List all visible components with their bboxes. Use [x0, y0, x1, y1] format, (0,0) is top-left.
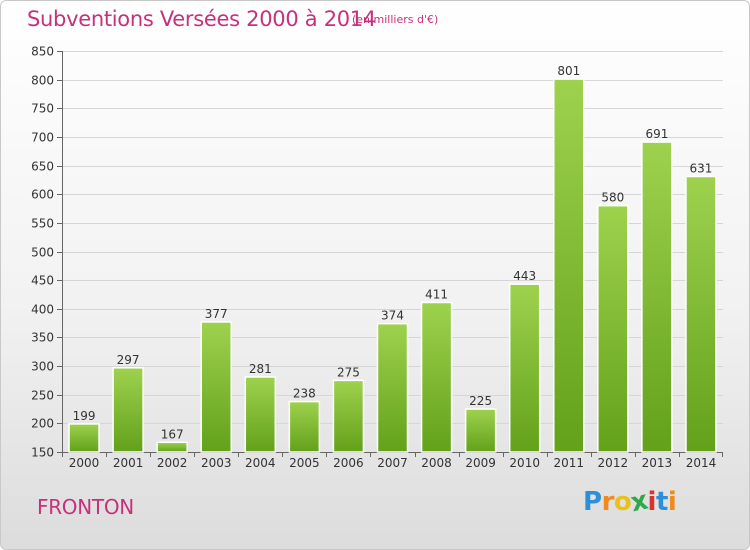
y-tick-label: 800 [31, 74, 54, 88]
bar-2010 [508, 283, 541, 453]
bar-2002 [156, 441, 188, 453]
value-label-2003: 377 [205, 307, 228, 321]
x-tick-label-2009: 2009 [465, 456, 496, 470]
y-tick-label: 550 [31, 217, 54, 231]
x-tick-label-2004: 2004 [245, 456, 276, 470]
x-tick-label-2002: 2002 [157, 456, 188, 470]
y-tick-label: 700 [31, 131, 54, 145]
y-tick-label: 500 [31, 246, 54, 260]
bar-2006 [332, 379, 365, 453]
bar-2013 [641, 141, 673, 453]
x-tick-label-2010: 2010 [509, 456, 540, 470]
x-tick-labels: 2000 2001 2002 2003 2004 2005 2006 2007 2008 2009… [69, 456, 716, 470]
x-tick-label-2000: 2000 [69, 456, 100, 470]
bar-2014 [685, 175, 717, 453]
x-tick-label-2005: 2005 [289, 456, 320, 470]
y-tick-label: 150 [31, 446, 54, 460]
x-tick-label-2011: 2011 [553, 456, 584, 470]
bar-2001 [112, 367, 144, 453]
y-tick-label: 250 [31, 389, 54, 403]
value-labels: 199 297 167 377 281 238 275 374 411 225 443 801 580 6… [73, 64, 713, 441]
logo-letter: t [655, 487, 668, 517]
value-label-2000: 199 [73, 409, 96, 423]
value-label-2012: 580 [601, 191, 624, 205]
logo-letter: r [601, 487, 615, 517]
x-tick-label-2008: 2008 [421, 456, 452, 470]
bar-2007 [376, 322, 409, 453]
bar-2008 [420, 301, 453, 453]
value-label-2008: 411 [425, 287, 448, 301]
x-tick-label-2003: 2003 [201, 456, 232, 470]
bar-2004 [244, 376, 277, 453]
value-label-2011: 801 [557, 64, 580, 78]
value-label-2010: 443 [513, 269, 536, 283]
logo-letter: P [583, 487, 602, 517]
bar-2003 [200, 321, 232, 453]
bar-2009 [464, 408, 497, 453]
y-tick-label: 300 [31, 360, 54, 374]
bar-2000 [68, 423, 100, 453]
y-tick-label: 450 [31, 274, 54, 288]
y-tick-label: 350 [31, 331, 54, 345]
city-name: FRONTON [37, 495, 134, 519]
chart-subtitle: (en milliers d'€) [352, 13, 439, 26]
y-tick-label: 850 [31, 45, 54, 59]
value-label-2002: 167 [161, 427, 184, 441]
bar-2011 [553, 78, 585, 453]
value-label-2009: 225 [469, 394, 492, 408]
logo-letter: i [647, 487, 657, 517]
value-label-2004: 281 [249, 362, 272, 376]
value-label-2007: 374 [381, 309, 404, 323]
x-tick-label-2001: 2001 [113, 456, 144, 470]
logo-letter: i [667, 487, 677, 517]
x-tick-label-2014: 2014 [686, 456, 717, 470]
chart-title: Subventions Versées 2000 à 2014 [27, 7, 376, 31]
y-tick-label: 650 [31, 160, 54, 174]
y-tick-label: 600 [31, 188, 54, 202]
x-tick-label-2007: 2007 [377, 456, 408, 470]
x-tick-label-2006: 2006 [333, 456, 364, 470]
y-tick-label: 750 [31, 102, 54, 116]
value-label-2006: 275 [337, 365, 360, 379]
bars [68, 78, 717, 453]
y-tick-label: 200 [31, 417, 54, 431]
bar-2012 [597, 204, 629, 453]
bar-2005 [288, 400, 321, 453]
value-label-2014: 631 [690, 161, 713, 175]
y-tick-label: 400 [31, 303, 54, 317]
value-label-2013: 691 [645, 127, 668, 141]
value-label-2001: 297 [117, 353, 140, 367]
x-tick-label-2012: 2012 [598, 456, 629, 470]
proxiti-logo: Proxiti [583, 486, 677, 519]
x-tick-label-2013: 2013 [642, 456, 673, 470]
value-label-2005: 238 [293, 387, 316, 401]
y-tick-labels: 150 200 250 300 350 400 450 500 550 600 650 700 750 8… [31, 45, 54, 460]
logo-letter: o [613, 487, 632, 517]
